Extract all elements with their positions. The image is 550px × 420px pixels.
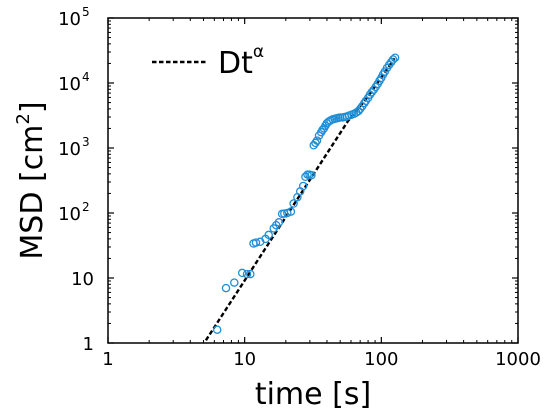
data-point [242,269,252,279]
data-point [237,268,247,278]
data-point [318,125,327,135]
data-point [286,207,296,216]
x-tick-label: 100 [364,349,398,370]
y-tick-exponent: 3 [82,135,90,149]
data-point [367,88,376,97]
y-axis-label-end: ] [15,101,50,113]
plot-frame [107,17,519,344]
y-tick-label: 10 [71,269,94,290]
data-point [289,199,298,208]
y-tick-base: 10 [58,204,81,225]
y-tick-label: 103 [58,135,90,160]
data-point [311,138,320,148]
scatter-layer [212,53,400,334]
y-tick-exponent: 2 [82,200,90,214]
legend: Dtα [152,42,264,81]
data-point [274,218,284,227]
data-point [246,269,255,279]
data-point [221,283,231,293]
data-point [390,53,400,62]
x-tick-label: 10 [233,349,256,370]
data-point [388,55,398,64]
x-axis-label: time [s] [255,377,371,412]
data-point [230,278,239,287]
x-tick-label: 1000 [495,349,541,370]
y-axis-label: MSD [cm2] [13,101,50,259]
data-point [264,230,273,240]
data-point [312,136,322,145]
legend-fit-base: Dt [218,46,253,81]
y-axis-label-sup: 2 [13,113,34,124]
data-point [307,171,316,180]
data-point [301,172,310,182]
y-tick-base: 10 [58,74,81,95]
y-tick-exponent: 4 [82,70,90,84]
y-tick-label: 1 [83,334,94,355]
y-tick-base: 10 [58,9,81,30]
x-tick-label: 1 [102,349,113,370]
x-ticks-layer: 1 10 100 1000 [102,18,541,370]
data-point [298,181,308,191]
data-point [251,238,261,247]
legend-fit-label: Dtα [218,42,264,81]
y-tick-base: 10 [58,139,81,160]
y-axis-label-main: MSD [cm [15,125,50,260]
y-tick-exponent: 5 [82,5,90,19]
y-tick-label: 105 [58,5,90,30]
y-tick-label: 104 [58,70,90,95]
y-tick-label: 102 [58,200,90,225]
legend-fit-sup: α [253,42,264,62]
data-point [212,325,222,334]
